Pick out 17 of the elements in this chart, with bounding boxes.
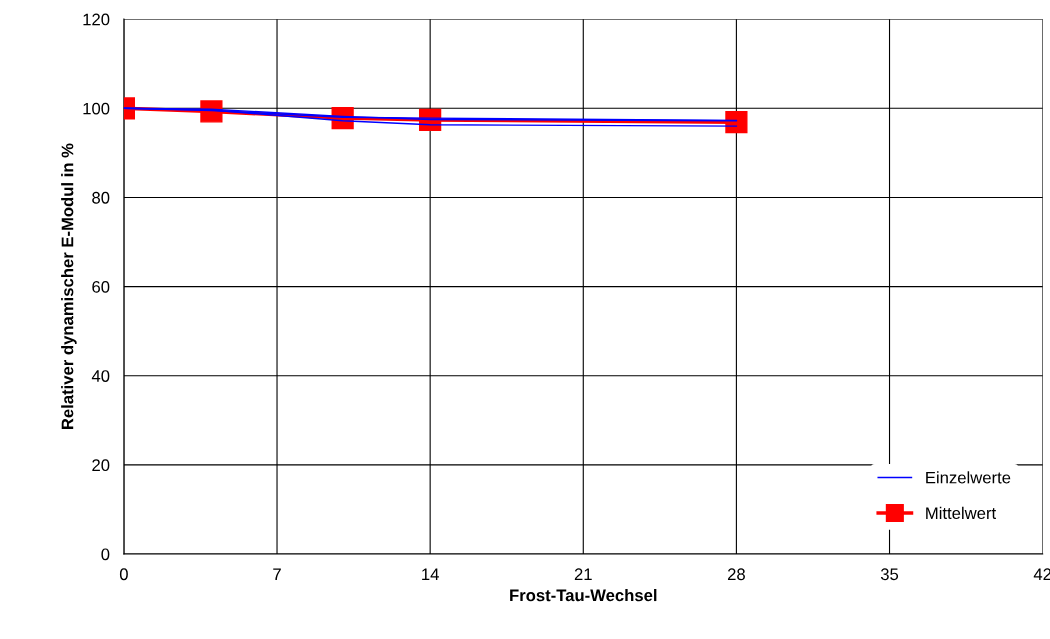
x-axis-title: Frost-Tau-Wechsel (510, 588, 657, 602)
x-tick-label: 7 (273, 568, 281, 580)
y-tick-label: 80 (92, 191, 110, 204)
y-tick-label: 60 (92, 280, 110, 293)
y-tick-label: 20 (92, 459, 110, 472)
x-tick-label: 21 (574, 568, 592, 580)
legend-label: Einzelwerte (926, 471, 1011, 484)
y-tick-label: 100 (83, 102, 110, 115)
x-tick-label: 35 (880, 568, 899, 581)
legend-label: Mittelwert (926, 506, 997, 520)
x-tick-label: 28 (727, 568, 745, 581)
y-tick-label: 120 (83, 13, 110, 26)
x-tick-label: 0 (119, 568, 128, 581)
y-axis-title: Relativer dynamischer E-Modul in % (61, 143, 77, 430)
x-tick-label: 14 (422, 568, 439, 580)
y-tick-label: 0 (101, 548, 110, 561)
y-tick-label: 40 (91, 370, 110, 382)
